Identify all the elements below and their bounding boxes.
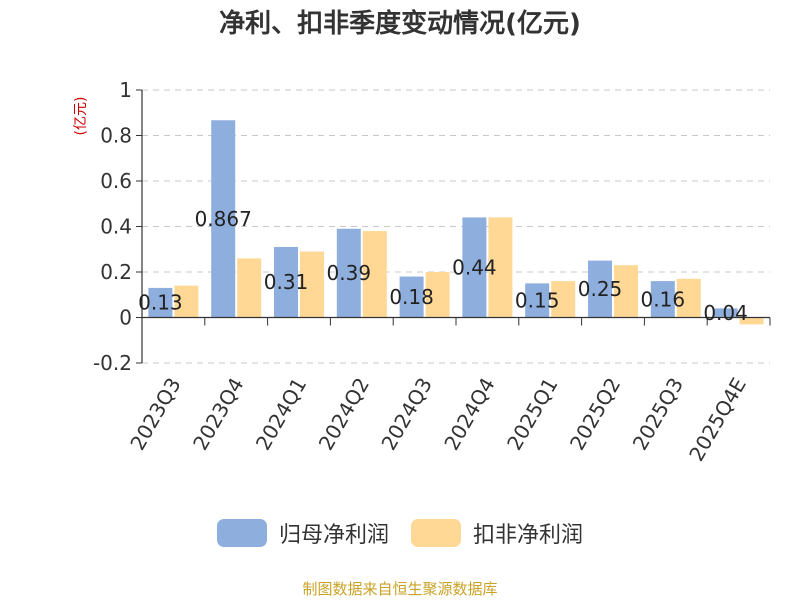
legend-label-deducted-profit: 扣非净利润 <box>473 523 584 548</box>
data-source-note: 制图数据来自恒生聚源数据库 <box>302 580 498 598</box>
legend-swatch-deducted-profit <box>411 519 461 547</box>
bar[interactable] <box>336 228 361 318</box>
data-label: 0.16 <box>641 287 686 311</box>
bar[interactable] <box>362 231 387 318</box>
data-label: 0.25 <box>578 277 623 301</box>
x-tick-label: 2024Q4 <box>439 374 499 455</box>
bar[interactable] <box>237 258 262 318</box>
bar[interactable] <box>399 276 424 318</box>
data-labels: 0.13 0.867 0.31 0.39 0.18 0.44 0.15 0.25 0.16 0.0… <box>138 207 748 325</box>
data-label: 0.18 <box>389 285 434 309</box>
bar[interactable] <box>588 260 612 318</box>
y-tick-label: 0 <box>119 306 132 330</box>
data-label: 0.15 <box>515 288 560 312</box>
bar[interactable] <box>174 285 199 318</box>
bars <box>148 120 764 325</box>
x-tick-label: 2025Q2 <box>565 374 625 455</box>
x-tick-label: 2025Q1 <box>502 374 562 455</box>
y-tick-label: 1 <box>119 78 132 102</box>
y-tick-label: 0.6 <box>100 169 132 193</box>
bar[interactable] <box>739 317 764 325</box>
x-tick-label: 2025Q3 <box>628 374 688 455</box>
bar[interactable] <box>300 251 324 318</box>
x-tick-label: 2023Q4 <box>188 374 248 455</box>
data-label: 0.44 <box>452 255 497 279</box>
data-label: 0.04 <box>703 301 748 325</box>
x-tick-label: 2025Q4E <box>684 374 751 466</box>
data-label: 0.13 <box>138 291 183 315</box>
bar[interactable] <box>274 246 298 318</box>
y-axis-unit: (亿元) <box>73 97 89 136</box>
bar[interactable] <box>551 281 576 318</box>
bar[interactable] <box>614 265 638 318</box>
bar[interactable] <box>462 217 487 318</box>
x-tick-label: 2024Q3 <box>376 374 436 455</box>
x-tick-label: 2024Q1 <box>251 374 311 455</box>
chart-title: 净利、扣非季度变动情况(亿元) <box>219 9 581 39</box>
y-tick-label: 0.8 <box>100 124 132 148</box>
data-label: 0.31 <box>264 270 309 294</box>
bar[interactable] <box>425 272 450 318</box>
bar[interactable] <box>676 278 701 318</box>
legend: 归母净利润 扣非净利润 <box>0 515 800 551</box>
x-tick-label: 2024Q2 <box>314 374 374 455</box>
data-label: 0.39 <box>327 261 372 285</box>
bar[interactable] <box>650 281 675 318</box>
bar[interactable] <box>713 308 738 318</box>
legend-label-net-profit: 归母净利润 <box>278 523 389 548</box>
legend-swatch-net-profit <box>216 519 267 547</box>
legend-item-net-profit[interactable]: 归母净利润 <box>216 517 389 549</box>
data-label: 0.867 <box>195 207 252 231</box>
legend-item-deducted-profit[interactable]: 扣非净利润 <box>411 517 583 549</box>
y-tick-label: -0.2 <box>93 351 132 375</box>
bar[interactable] <box>525 283 550 318</box>
y-tick-label: 0.2 <box>100 260 132 284</box>
bar[interactable] <box>488 217 513 318</box>
bar[interactable] <box>148 287 173 318</box>
y-tick-label: 0.4 <box>100 215 132 239</box>
x-tick-label: 2023Q3 <box>125 374 185 455</box>
bar[interactable] <box>211 120 236 318</box>
